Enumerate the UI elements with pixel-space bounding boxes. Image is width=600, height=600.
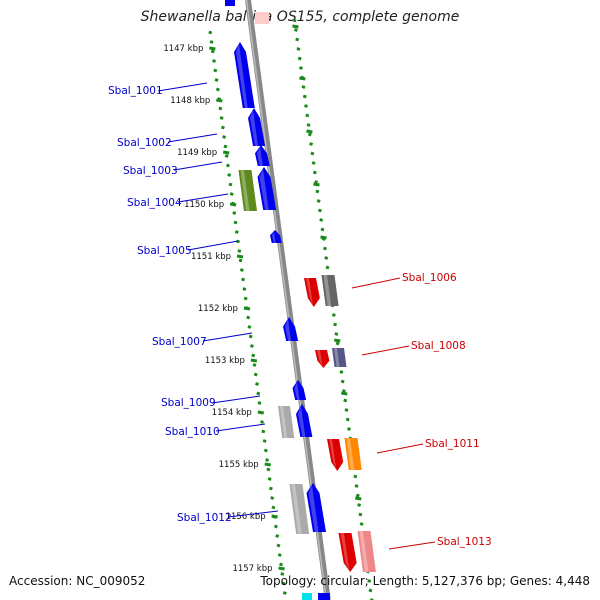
gene-block-grey-a (278, 406, 295, 438)
gene-block-darkgrey (321, 275, 339, 306)
gene-label-sbal-1009: Sbal_1009 (161, 397, 216, 409)
gene-label-sbal-1011: Sbal_1011 (425, 438, 480, 450)
leader-line-sbal-1013 (388, 541, 436, 550)
gene-block-slate (332, 348, 347, 367)
leader-line-sbal-1003 (173, 161, 223, 171)
leader-line-sbal-1005 (187, 240, 239, 251)
leader-line-sbal-1001 (157, 82, 208, 92)
gene-label-sbal-1013: Sbal_1013 (437, 536, 492, 548)
map-title: Shewanella baltica OS155, complete genom… (140, 9, 460, 25)
gene-arrow-sbal-1004 (257, 167, 277, 210)
gene-label-sbal-1012: Sbal_1012 (177, 512, 232, 524)
gene-block-grey-b (289, 484, 310, 534)
scale-label: 1157 kbp (232, 564, 272, 574)
scale-label: 1154 kbp (212, 408, 252, 418)
leader-line-sbal-1004 (177, 193, 229, 203)
leader-line-sbal-1002 (167, 133, 218, 143)
gene-label-sbal-1003: Sbal_1003 (123, 165, 178, 177)
gene-arrow-sbal-1010 (296, 404, 313, 437)
leader-line-sbal-1007 (202, 332, 253, 342)
gene-arrow-sbal-1011 (327, 439, 344, 471)
gene-arrow-sbal-1003 (255, 145, 270, 166)
gene-block-pink (357, 531, 376, 572)
gene-label-sbal-1002: Sbal_1002 (117, 137, 172, 149)
gene-label-sbal-1005: Sbal_1005 (137, 245, 192, 257)
scale-label: 1150 kbp (184, 200, 224, 210)
leader-line-sbal-1009 (211, 395, 261, 404)
leader-line-sbal-1011 (376, 443, 424, 454)
gene-block-orange (344, 438, 362, 470)
scale-label: 1147 kbp (163, 44, 203, 54)
feature-layer (225, 0, 376, 600)
scale-label: 1148 kbp (170, 96, 210, 106)
scale-label: 1153 kbp (205, 356, 245, 366)
gene-arrow-sbal-1009 (292, 380, 307, 400)
gene-arrow-sbal-1002 (248, 108, 266, 146)
gene-arrow-sbal-1006 (304, 278, 320, 307)
gene-arrow-sbal-1005 (270, 230, 282, 243)
gene-block-olive (238, 170, 257, 211)
gene-arrow-sbal-1008 (315, 350, 330, 368)
gene-arrow-sbal-1001 (234, 42, 255, 108)
gene-label-sbal-1001: Sbal_1001 (108, 85, 163, 97)
gene-arrow-sbal-1013 (338, 533, 357, 572)
gene-label-sbal-1008: Sbal_1008 (411, 340, 466, 352)
gene-arrow-sbal-1012 (306, 483, 327, 532)
label-layer: 1147 kbp 1148 kbp 1149 kbp 1150 kbp 1151 kbp… (108, 44, 492, 574)
accession-label: Accession: NC_009052 (9, 574, 146, 588)
scale-label: 1151 kbp (191, 252, 231, 262)
gene-label-sbal-1006: Sbal_1006 (402, 272, 457, 284)
leader-line-sbal-1010 (215, 423, 266, 432)
scale-label: 1152 kbp (198, 304, 238, 314)
scale-label: 1156 kbp (226, 512, 266, 522)
scale-label: 1155 kbp (219, 460, 259, 470)
gene-label-sbal-1010: Sbal_1010 (165, 426, 220, 438)
scale-label: 1149 kbp (177, 148, 217, 158)
gene-label-sbal-1004: Sbal_1004 (127, 197, 182, 209)
gene-label-sbal-1007: Sbal_1007 (152, 336, 207, 348)
topology-summary: Topology: circular; Length: 5,127,376 bp… (260, 574, 590, 588)
gene-arrow-sbal-1007 (283, 317, 299, 341)
leader-line-sbal-1006 (351, 277, 401, 289)
leader-line-sbal-1012 (227, 510, 279, 518)
leader-line-sbal-1008 (361, 345, 410, 356)
